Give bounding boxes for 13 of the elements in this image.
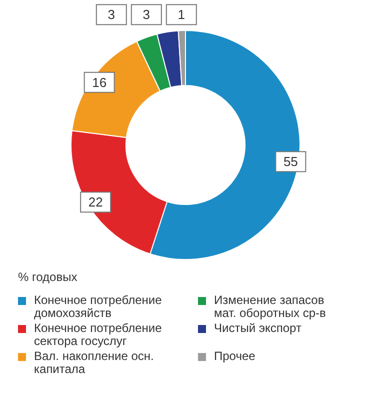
legend-label: Вал. накопление осн. капитала <box>34 349 155 376</box>
legend-label: Изменение запасов мат. оборотных ср-в <box>214 293 327 320</box>
legend-label: Конечное потребление домохозяйств <box>34 293 163 320</box>
data-label: 3 <box>108 7 116 22</box>
data-label: 1 <box>178 7 186 22</box>
legend-label: Конечное потребление сектора госуслуг <box>34 321 163 348</box>
legend-title: % годовых <box>18 270 78 284</box>
data-label: 22 <box>88 194 103 210</box>
data-label: 55 <box>283 154 298 170</box>
data-label: 3 <box>142 7 150 22</box>
data-label: 16 <box>92 74 107 90</box>
legend-label: Прочее <box>214 349 256 363</box>
legend-label: Чистый экспорт <box>214 321 302 335</box>
